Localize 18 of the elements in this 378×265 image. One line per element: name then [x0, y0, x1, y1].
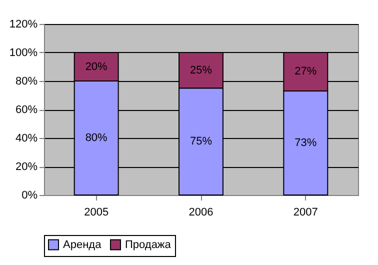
x-tick-label: 2007	[293, 206, 318, 218]
data-label: 80%	[85, 132, 108, 144]
data-label: 20%	[85, 60, 108, 73]
y-tick-label: 100%	[9, 47, 38, 59]
data-label: 75%	[190, 136, 212, 148]
y-tick-label: 40%	[15, 132, 38, 144]
legend-label: Аренда	[63, 238, 102, 251]
data-label: 25%	[190, 64, 212, 76]
x-tick-label: 2005	[84, 206, 109, 218]
x-tick-label: 2006	[188, 206, 214, 218]
y-tick-label: 0%	[22, 190, 38, 202]
y-tick-label: 20%	[15, 161, 38, 173]
data-label: 27%	[294, 66, 317, 78]
data-label: 73%	[294, 136, 317, 149]
y-tick-label: 120%	[9, 18, 38, 30]
legend-label: Продажа	[125, 238, 172, 251]
y-tick-label: 80%	[15, 76, 38, 88]
y-tick-label: 60%	[15, 104, 38, 116]
